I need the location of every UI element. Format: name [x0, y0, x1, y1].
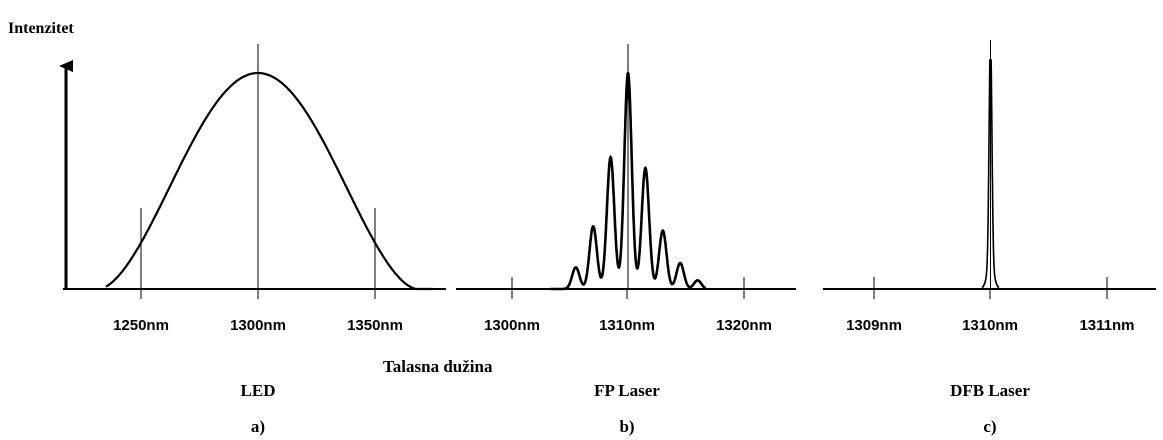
panel-label: b): [619, 417, 634, 436]
tick-label: 1309nm: [846, 317, 902, 334]
tick-label: 1300nm: [230, 317, 286, 334]
tick-label: 1311nm: [1079, 317, 1134, 334]
panel-title: FP Laser: [594, 381, 660, 400]
tick-label: 1320nm: [716, 317, 772, 334]
tick-label: 1310nm: [599, 317, 655, 334]
tick-label: 1250nm: [113, 317, 169, 334]
y-axis-label: Intenzitet: [8, 20, 74, 37]
panel-dfb-laser: 1309nm 1310nm 1311nm DFB Laser c): [823, 40, 1156, 436]
panel-title: LED: [241, 381, 276, 400]
panel-label: a): [251, 417, 265, 436]
panel-led: 1250nm 1300nm 1350nm LED a): [63, 44, 446, 436]
x-axis-label: Talasna dužina: [383, 357, 493, 376]
panel-fp-laser: 1300nm 1310nm 1320nm FP Laser b): [456, 44, 796, 436]
led-spectrum-line: [106, 73, 434, 289]
tick-label: 1310nm: [962, 317, 1018, 334]
tick-label: 1350nm: [347, 317, 403, 334]
panel-title: DFB Laser: [950, 381, 1030, 400]
tick-label: 1300nm: [484, 317, 540, 334]
panel-label: c): [983, 417, 996, 436]
